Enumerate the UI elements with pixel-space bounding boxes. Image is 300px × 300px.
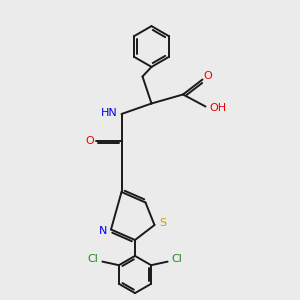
Text: O: O [203, 71, 212, 81]
Text: Cl: Cl [87, 254, 98, 264]
Text: O: O [85, 136, 94, 146]
Text: HN: HN [100, 107, 117, 118]
Text: S: S [159, 218, 167, 229]
Text: N: N [99, 226, 108, 236]
Text: OH: OH [209, 103, 227, 113]
Text: Cl: Cl [172, 254, 183, 264]
